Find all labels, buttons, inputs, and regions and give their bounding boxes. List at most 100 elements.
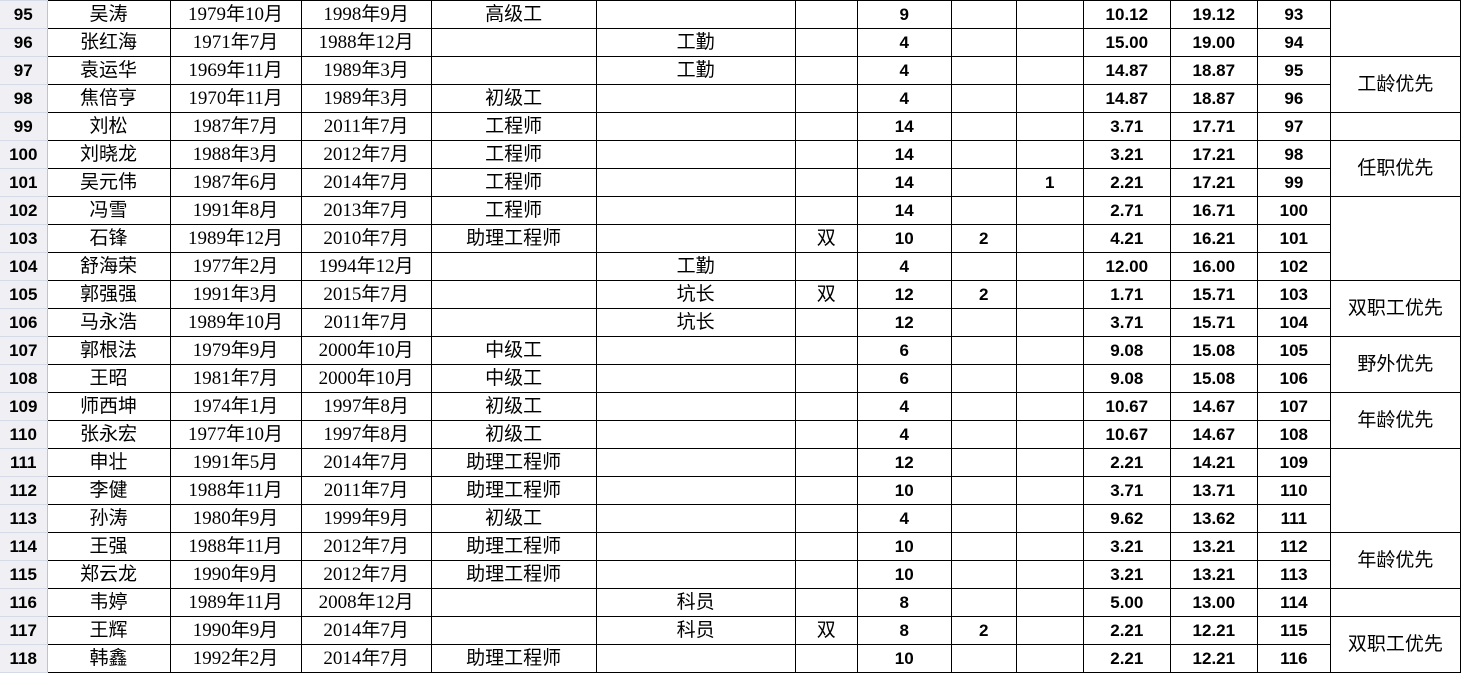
cell-rank[interactable]: 112 <box>1256 532 1331 561</box>
cell-bonus-b[interactable]: 1 <box>1015 168 1084 197</box>
table-row[interactable]: 109 师西坤 1974年1月 1997年8月 初级工 4 10.67 14.67 107 年龄优… <box>0 392 1462 449</box>
cell-employee-name[interactable]: 张永宏 <box>46 420 171 449</box>
cell-bonus-a[interactable] <box>950 308 1017 337</box>
cell-priority-note[interactable] <box>1329 196 1462 281</box>
cell-total-score[interactable]: 18.87 <box>1169 84 1258 113</box>
cell-employee-name[interactable]: 舒海荣 <box>46 252 171 281</box>
cell-years-score[interactable]: 2.21 <box>1082 448 1171 477</box>
cell-dual-worker-flag[interactable] <box>794 308 858 337</box>
cell-rank[interactable]: 93 <box>1256 0 1331 29</box>
cell-years-score[interactable]: 10.12 <box>1082 0 1171 29</box>
table-row[interactable]: 107 郭根法 1979年9月 2000年10月 中级工 6 9.08 15.08 105 野外优… <box>0 336 1462 393</box>
cell-years-score[interactable]: 10.67 <box>1082 420 1171 449</box>
table-row[interactable]: 117 王辉 1990年9月 2014年7月 科员双 8 2 2.21 12.21 115 双职工优… <box>0 616 1462 673</box>
cell-bonus-b[interactable] <box>1015 336 1084 365</box>
cell-bonus-b[interactable] <box>1015 560 1084 589</box>
table-row[interactable]: 101 吴元伟 1987年6月 2014年7月 工程师 14 1 2.21 17.21 99 <box>0 168 1461 197</box>
cell-employee-name[interactable]: 王昭 <box>46 364 171 393</box>
cell-years-score[interactable]: 2.21 <box>1082 168 1171 197</box>
cell-total-score[interactable]: 17.21 <box>1169 140 1258 169</box>
cell-hire-date[interactable]: 2008年12月 <box>300 588 432 617</box>
cell-row-number[interactable]: 97 <box>0 56 48 85</box>
cell-post-position[interactable] <box>595 140 796 169</box>
cell-bonus-a[interactable] <box>950 644 1017 673</box>
cell-technical-title[interactable] <box>430 616 597 645</box>
cell-hire-date[interactable]: 2014年7月 <box>300 448 432 477</box>
cell-base-score[interactable]: 4 <box>856 252 952 281</box>
cell-rank[interactable]: 100 <box>1256 196 1331 225</box>
cell-technical-title[interactable]: 工程师 <box>430 168 597 197</box>
cell-rank[interactable]: 95 <box>1256 56 1331 85</box>
cell-base-score[interactable]: 10 <box>856 532 952 561</box>
cell-post-position[interactable]: 工勤 <box>595 252 796 281</box>
cell-bonus-a[interactable] <box>950 336 1017 365</box>
cell-birth-date[interactable]: 1980年9月 <box>169 504 302 533</box>
cell-years-score[interactable]: 2.21 <box>1082 644 1171 673</box>
cell-row-number[interactable]: 116 <box>0 588 48 617</box>
cell-dual-worker-flag[interactable] <box>794 588 858 617</box>
cell-base-score[interactable]: 4 <box>856 504 952 533</box>
cell-dual-worker-flag[interactable] <box>794 364 858 393</box>
cell-employee-name[interactable]: 刘松 <box>46 112 171 141</box>
cell-technical-title[interactable]: 助理工程师 <box>430 224 597 253</box>
cell-dual-worker-flag[interactable] <box>794 560 858 589</box>
cell-employee-name[interactable]: 石锋 <box>46 224 171 253</box>
cell-post-position[interactable] <box>595 644 796 673</box>
cell-total-score[interactable]: 17.71 <box>1169 112 1258 141</box>
cell-technical-title[interactable]: 高级工 <box>430 0 597 29</box>
cell-technical-title[interactable]: 中级工 <box>430 364 597 393</box>
cell-post-position[interactable] <box>595 196 796 225</box>
cell-hire-date[interactable]: 2000年10月 <box>300 336 432 365</box>
table-row[interactable]: 116 韦婷 1989年11月 2008年12月 科员 8 5.00 13.00 114 <box>0 588 1462 617</box>
cell-bonus-b[interactable] <box>1015 0 1084 29</box>
cell-rank[interactable]: 107 <box>1256 392 1331 421</box>
cell-row-number[interactable]: 110 <box>0 420 48 449</box>
cell-technical-title[interactable] <box>430 56 597 85</box>
cell-birth-date[interactable]: 1977年10月 <box>169 420 302 449</box>
cell-row-number[interactable]: 95 <box>0 0 48 29</box>
cell-birth-date[interactable]: 1989年11月 <box>169 588 302 617</box>
cell-hire-date[interactable]: 1998年9月 <box>300 0 432 29</box>
cell-bonus-a[interactable] <box>950 476 1017 505</box>
cell-post-position[interactable] <box>595 168 796 197</box>
cell-base-score[interactable]: 14 <box>856 140 952 169</box>
table-row[interactable]: 100 刘晓龙 1988年3月 2012年7月 工程师 14 3.21 17.21 98 任职优先 <box>0 140 1462 197</box>
cell-total-score[interactable]: 17.21 <box>1169 168 1258 197</box>
cell-priority-note[interactable] <box>1329 588 1462 617</box>
cell-post-position[interactable] <box>595 420 796 449</box>
cell-birth-date[interactable]: 1979年9月 <box>169 336 302 365</box>
cell-priority-note[interactable] <box>1329 112 1462 141</box>
cell-hire-date[interactable]: 2011年7月 <box>300 476 432 505</box>
cell-total-score[interactable]: 14.67 <box>1169 392 1258 421</box>
cell-bonus-b[interactable] <box>1015 224 1084 253</box>
cell-birth-date[interactable]: 1979年10月 <box>169 0 302 29</box>
cell-bonus-a[interactable] <box>950 448 1017 477</box>
cell-technical-title[interactable]: 工程师 <box>430 196 597 225</box>
cell-total-score[interactable]: 13.71 <box>1169 476 1258 505</box>
cell-row-number[interactable]: 114 <box>0 532 48 561</box>
cell-employee-name[interactable]: 韩鑫 <box>46 644 171 673</box>
cell-dual-worker-flag[interactable] <box>794 420 858 449</box>
cell-dual-worker-flag[interactable] <box>794 392 858 421</box>
cell-birth-date[interactable]: 1992年2月 <box>169 644 302 673</box>
cell-priority-note[interactable]: 任职优先 <box>1329 140 1462 197</box>
cell-rank[interactable]: 111 <box>1256 504 1331 533</box>
cell-hire-date[interactable]: 1989年3月 <box>300 84 432 113</box>
cell-base-score[interactable]: 4 <box>856 84 952 113</box>
cell-employee-name[interactable]: 郭根法 <box>46 336 171 365</box>
cell-bonus-b[interactable] <box>1015 84 1084 113</box>
cell-row-number[interactable]: 108 <box>0 364 48 393</box>
table-row[interactable]: 104 舒海荣 1977年2月 1994年12月 工勤 4 12.00 16.00 102 <box>0 252 1461 281</box>
cell-base-score[interactable]: 8 <box>856 616 952 645</box>
table-row[interactable]: 115 郑云龙 1990年9月 2012年7月 助理工程师 10 3.21 13.21 113 <box>0 560 1461 589</box>
cell-post-position[interactable] <box>595 532 796 561</box>
cell-employee-name[interactable]: 申壮 <box>46 448 171 477</box>
cell-dual-worker-flag[interactable] <box>794 112 858 141</box>
cell-years-score[interactable]: 1.71 <box>1082 280 1171 309</box>
table-row[interactable]: 96 张红海 1971年7月 1988年12月 工勤 4 15.00 19.00 94 <box>0 28 1461 57</box>
cell-dual-worker-flag[interactable] <box>794 336 858 365</box>
table-row[interactable]: 118 韩鑫 1992年2月 2014年7月 助理工程师 10 2.21 12.21 116 <box>0 644 1461 673</box>
cell-total-score[interactable]: 13.21 <box>1169 532 1258 561</box>
cell-bonus-b[interactable] <box>1015 308 1084 337</box>
cell-row-number[interactable]: 96 <box>0 28 48 57</box>
